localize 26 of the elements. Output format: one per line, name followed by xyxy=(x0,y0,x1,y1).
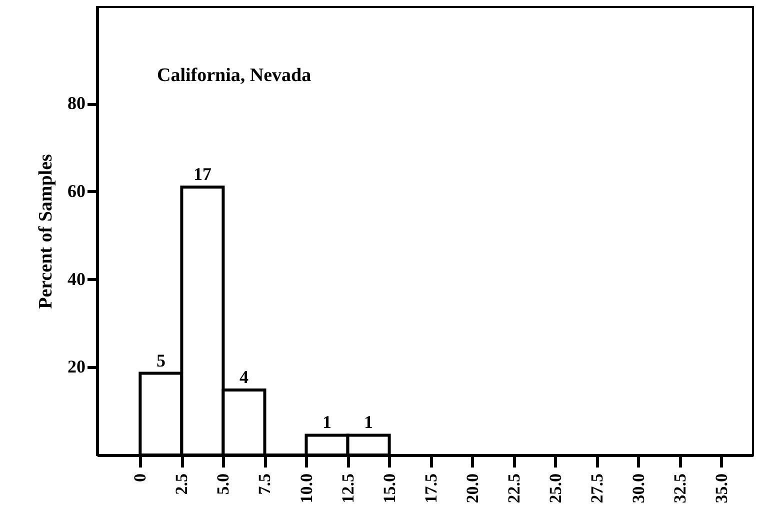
y-tick-label: 60 xyxy=(68,180,86,201)
annotation: 17 xyxy=(193,164,212,184)
annotation: 1 xyxy=(364,412,374,432)
y-tick-label: 80 xyxy=(68,93,86,114)
annotation: 1 xyxy=(322,412,332,432)
x-tick-label: 30.0 xyxy=(628,474,648,504)
annotation: California, Nevada xyxy=(157,65,312,86)
y-axis-title: Percent of Samples xyxy=(36,154,56,309)
annotation: 4 xyxy=(239,366,248,387)
x-tick-label: 5.0 xyxy=(214,474,233,495)
x-tick-label: 32.5 xyxy=(670,474,690,504)
x-tick-label: 7.5 xyxy=(255,474,274,495)
y-tick-label: 20 xyxy=(68,356,86,377)
x-tick-label: 0 xyxy=(130,474,150,482)
x-tick-label: 10.0 xyxy=(296,474,316,504)
x-tick-label: 35.0 xyxy=(712,474,731,504)
x-tick-label: 20.0 xyxy=(462,474,482,504)
x-tick-label: 25.0 xyxy=(546,474,565,504)
x-tick-label: 2.5 xyxy=(172,474,192,495)
annotation: 5 xyxy=(156,350,166,370)
y-tick-label: 40 xyxy=(68,268,86,289)
x-tick-label: 12.5 xyxy=(338,474,358,504)
x-tick-label: 15.0 xyxy=(380,474,399,504)
x-tick-label: 22.5 xyxy=(504,474,524,504)
x-tick-label: 17.5 xyxy=(421,474,440,504)
x-tick-label: 27.5 xyxy=(587,474,606,504)
